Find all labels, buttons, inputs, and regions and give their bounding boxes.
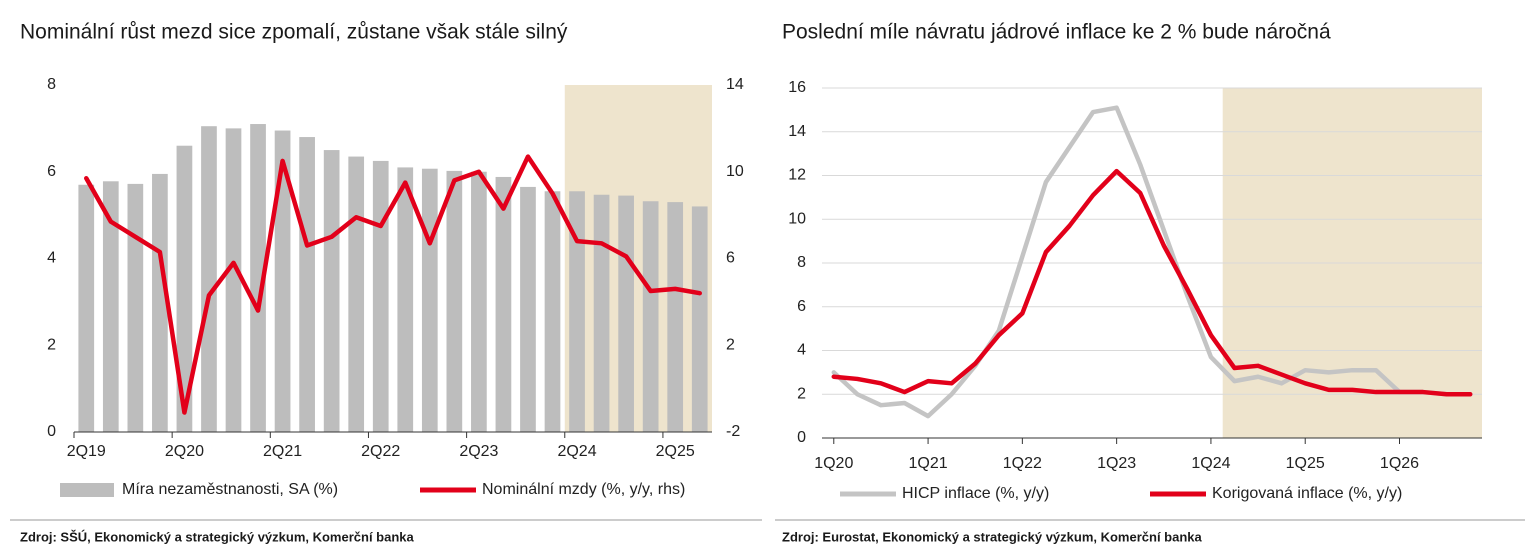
bar — [225, 128, 242, 432]
y2-tick-label: 10 — [726, 163, 744, 180]
legend-label: Míra nezaměstnanosti, SA (%) — [122, 481, 338, 498]
x-tick-label: 2Q19 — [67, 443, 106, 460]
y-tick-label: 0 — [47, 423, 56, 440]
bar — [201, 126, 217, 433]
bar — [323, 150, 340, 432]
line — [84, 154, 702, 415]
bar — [176, 145, 193, 432]
bar — [372, 160, 389, 432]
y-tick-label: 6 — [797, 298, 806, 315]
forecast-shade — [564, 85, 712, 432]
x-tick-label: 2Q20 — [165, 443, 204, 460]
y-tick-label: 10 — [788, 210, 806, 227]
y-tick-label: 12 — [788, 167, 806, 184]
bar — [421, 168, 438, 432]
line — [831, 168, 1473, 397]
bar — [618, 195, 634, 432]
bar — [642, 201, 659, 432]
bar — [397, 167, 414, 432]
source: Zdroj: SŠÚ, Ekonomický a strategický výz… — [20, 529, 415, 544]
bar — [691, 206, 708, 432]
y-tick-label: 0 — [797, 429, 806, 446]
legend-label: HICP inflace (%, y/y) — [902, 485, 1049, 502]
x-tick-label: 2Q21 — [263, 443, 302, 460]
x-tick-label: 1Q26 — [1380, 455, 1419, 472]
y-tick-label: 2 — [47, 336, 56, 353]
x-tick-label: 1Q25 — [1286, 455, 1325, 472]
y2-tick-label: 6 — [726, 250, 735, 267]
x-tick-label: 2Q23 — [459, 443, 498, 460]
y-tick-label: 4 — [47, 250, 56, 267]
bar — [667, 202, 684, 432]
source: Zdroj: Eurostat, Ekonomický a strategick… — [782, 529, 1203, 544]
bar — [127, 183, 144, 432]
bar — [471, 171, 487, 432]
bar — [544, 191, 561, 432]
x-tick-label: 2Q24 — [557, 443, 596, 460]
y-tick-label: 4 — [797, 342, 806, 359]
y-tick-label: 8 — [797, 254, 806, 271]
bar — [152, 173, 168, 432]
x-tick-label: 1Q23 — [1097, 455, 1136, 472]
x-tick-label: 1Q22 — [1003, 455, 1042, 472]
bar — [569, 191, 585, 432]
y2-tick-label: 2 — [726, 336, 735, 353]
x-tick-label: 1Q24 — [1191, 455, 1230, 472]
bar — [274, 130, 291, 432]
line — [831, 105, 1473, 419]
y-tick-label: 14 — [788, 123, 806, 140]
x-tick-label: 1Q20 — [814, 455, 853, 472]
y-tick-label: 2 — [797, 385, 806, 402]
legend-label: Korigovaná inflace (%, y/y) — [1212, 485, 1402, 502]
legend-swatch — [60, 483, 114, 497]
y2-tick-label: 14 — [726, 76, 744, 93]
y-tick-label: 6 — [47, 163, 56, 180]
bar — [299, 137, 315, 433]
bar — [446, 170, 463, 432]
chart-title: Nominální růst mezd sice zpomalí, zůstan… — [20, 21, 568, 44]
bar — [102, 181, 119, 432]
x-tick-label: 2Q25 — [656, 443, 695, 460]
chart-title: Poslední míle návratu jádrové inflace ke… — [782, 21, 1331, 44]
bar — [78, 184, 95, 432]
bar — [593, 194, 610, 432]
bar — [520, 186, 536, 432]
y2-tick-label: -2 — [726, 423, 740, 440]
bar — [495, 176, 512, 432]
bar — [348, 156, 365, 432]
x-tick-label: 1Q21 — [909, 455, 948, 472]
x-tick-label: 2Q22 — [361, 443, 400, 460]
bar — [250, 124, 266, 432]
legend-label: Nominální mzdy (%, y/y, rhs) — [482, 481, 685, 498]
y-tick-label: 16 — [788, 79, 806, 96]
y-tick-label: 8 — [47, 76, 56, 93]
